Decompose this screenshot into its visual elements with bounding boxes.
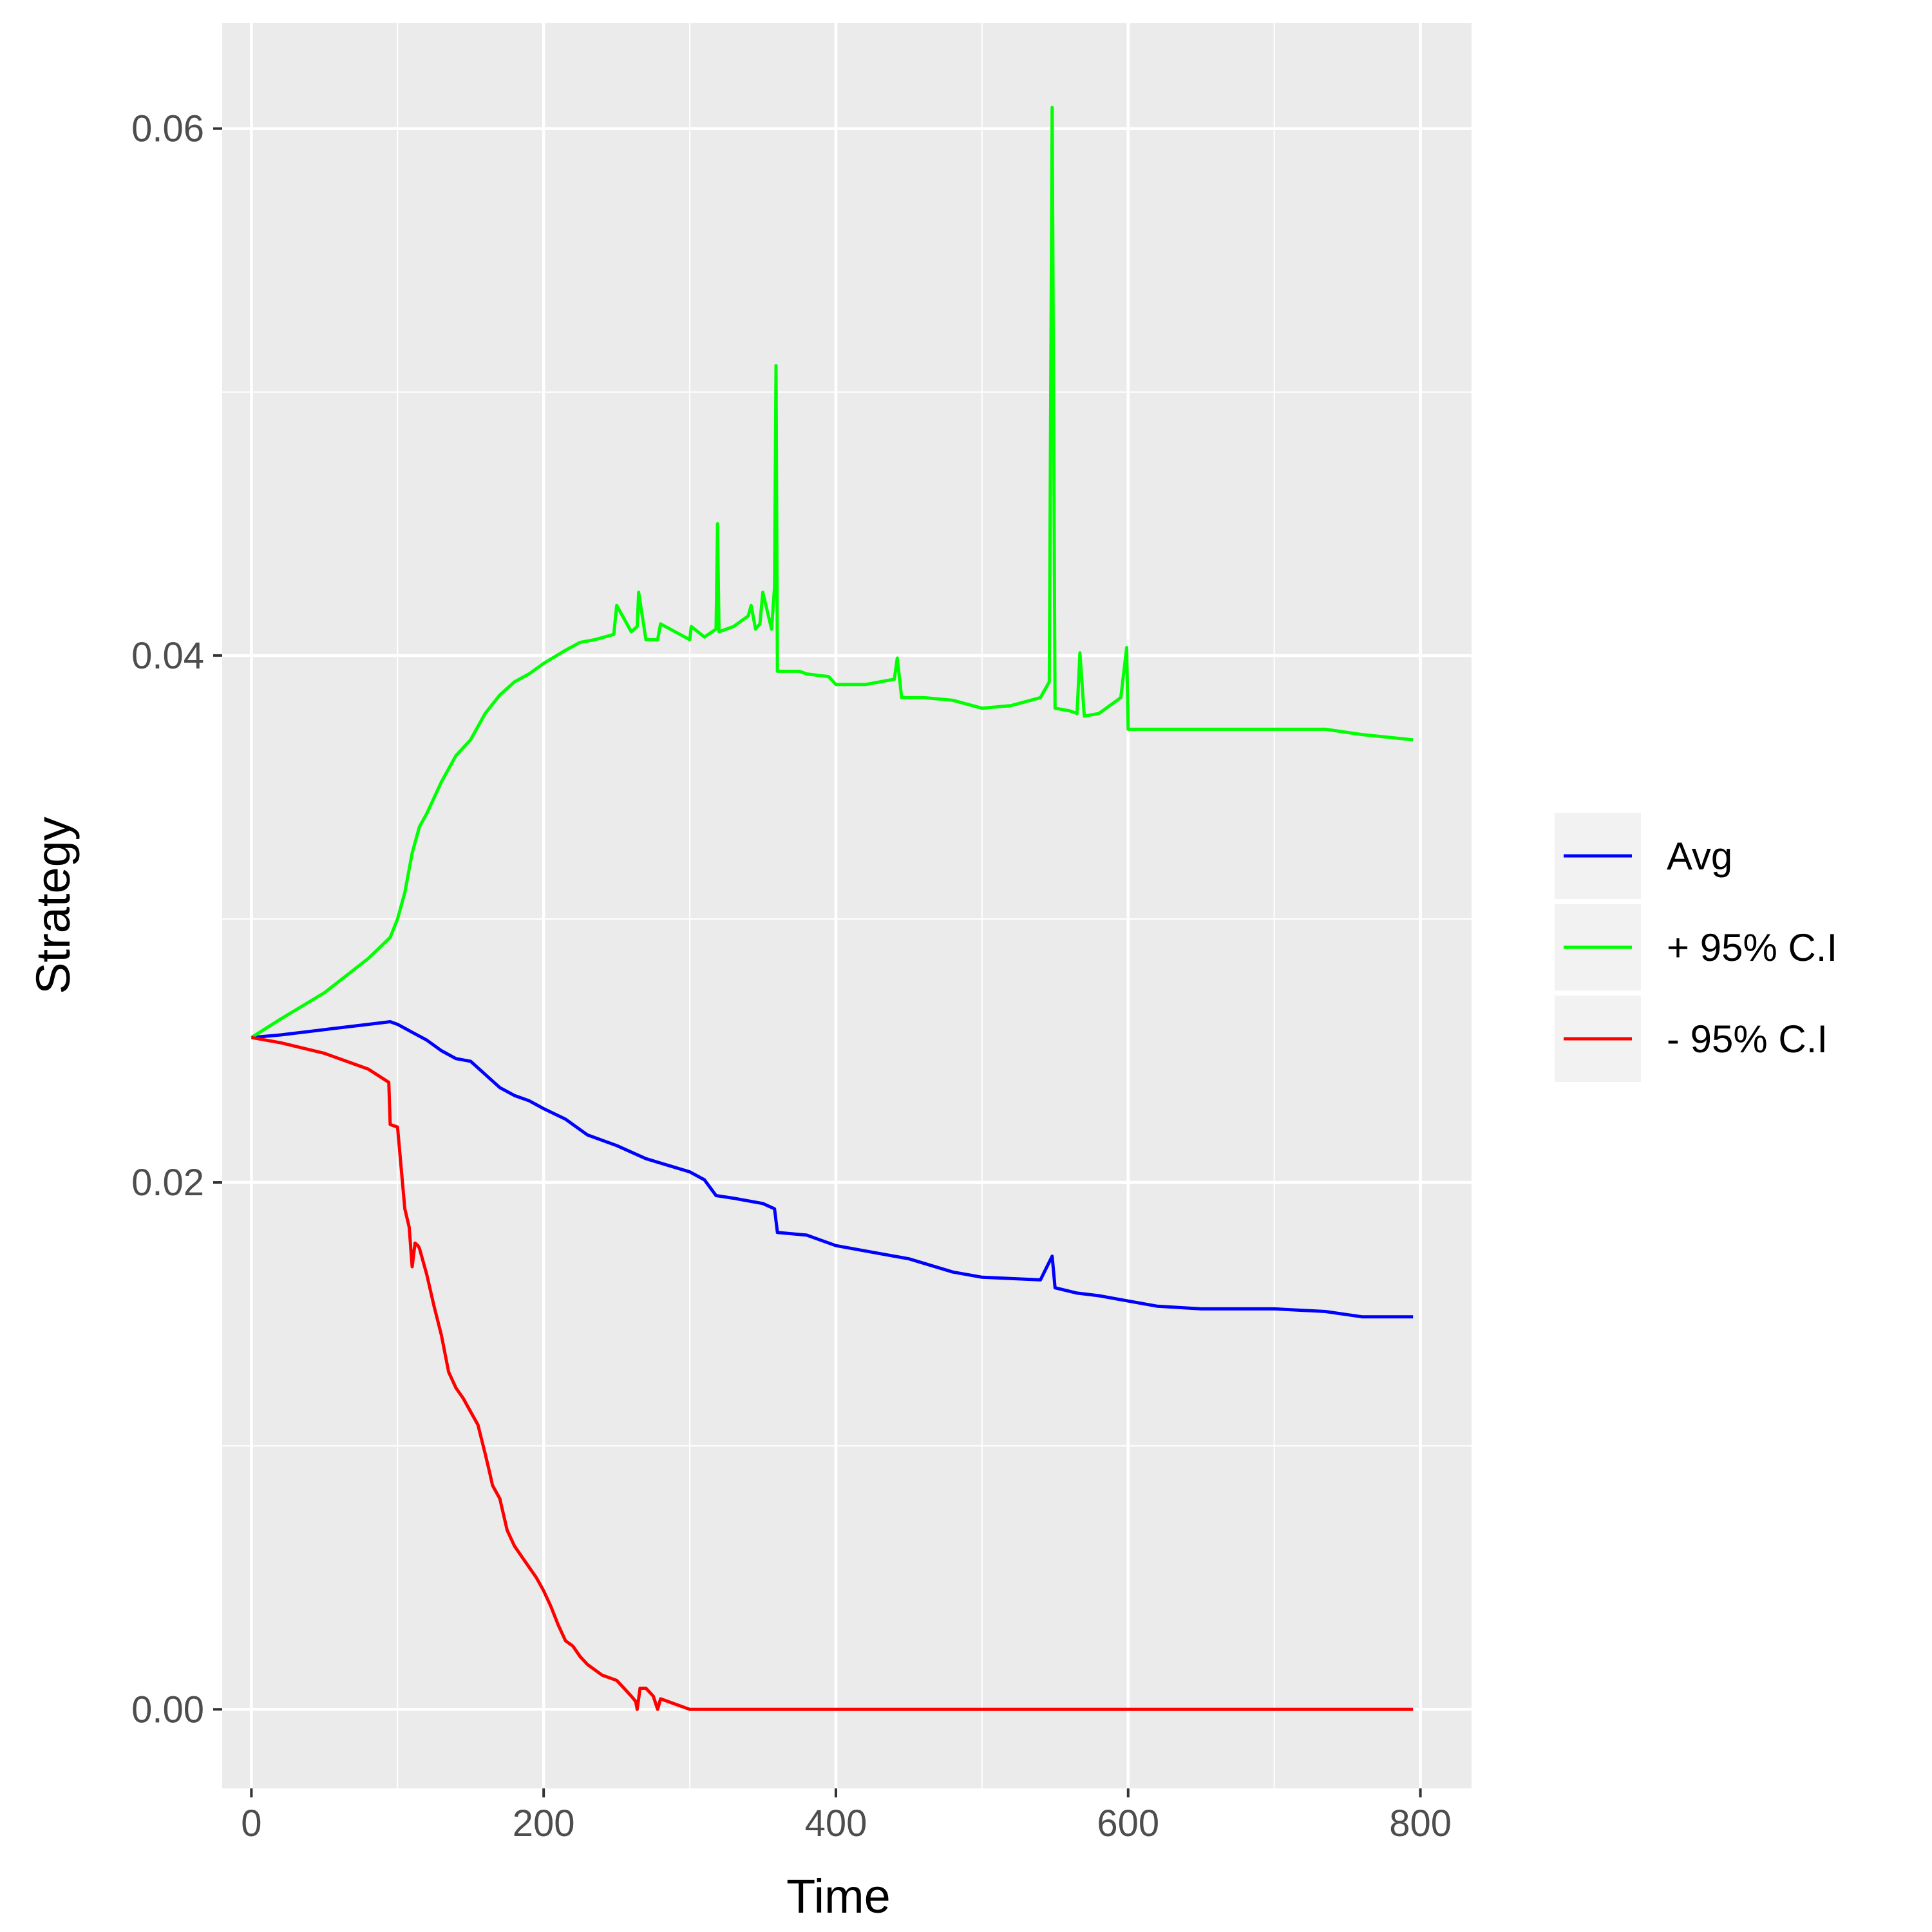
y-tick-label: 0.02 xyxy=(131,1162,204,1204)
x-tick-label: 600 xyxy=(1097,1803,1159,1844)
x-axis: 0 200 400 600 800 xyxy=(241,1788,1452,1844)
x-axis-title: Time xyxy=(786,1870,891,1923)
minor-gridlines xyxy=(222,23,1472,1788)
x-tick-label: 200 xyxy=(513,1803,575,1844)
plot-panel xyxy=(222,23,1472,1788)
series-lines xyxy=(251,106,1414,1711)
series-line-0 xyxy=(251,1020,1414,1319)
y-axis: 0.00 0.02 0.04 0.06 xyxy=(131,108,222,1730)
y-tick-label: 0.00 xyxy=(131,1689,204,1730)
y-tick-label: 0.04 xyxy=(131,635,204,677)
series-line-2 xyxy=(251,1036,1414,1711)
y-axis-title: Strategy xyxy=(26,817,80,994)
legend-label: + 95% C.I xyxy=(1667,926,1837,969)
x-tick-label: 400 xyxy=(805,1803,867,1844)
x-tick-label: 800 xyxy=(1389,1803,1452,1844)
legend-label: - 95% C.I xyxy=(1667,1018,1828,1061)
series-line-1 xyxy=(251,106,1414,1039)
x-tick-label: 0 xyxy=(241,1803,261,1844)
legend: Avg + 95% C.I - 95% C.I xyxy=(1555,813,1837,1082)
y-tick-label: 0.06 xyxy=(131,108,204,150)
legend-label: Avg xyxy=(1667,835,1732,878)
